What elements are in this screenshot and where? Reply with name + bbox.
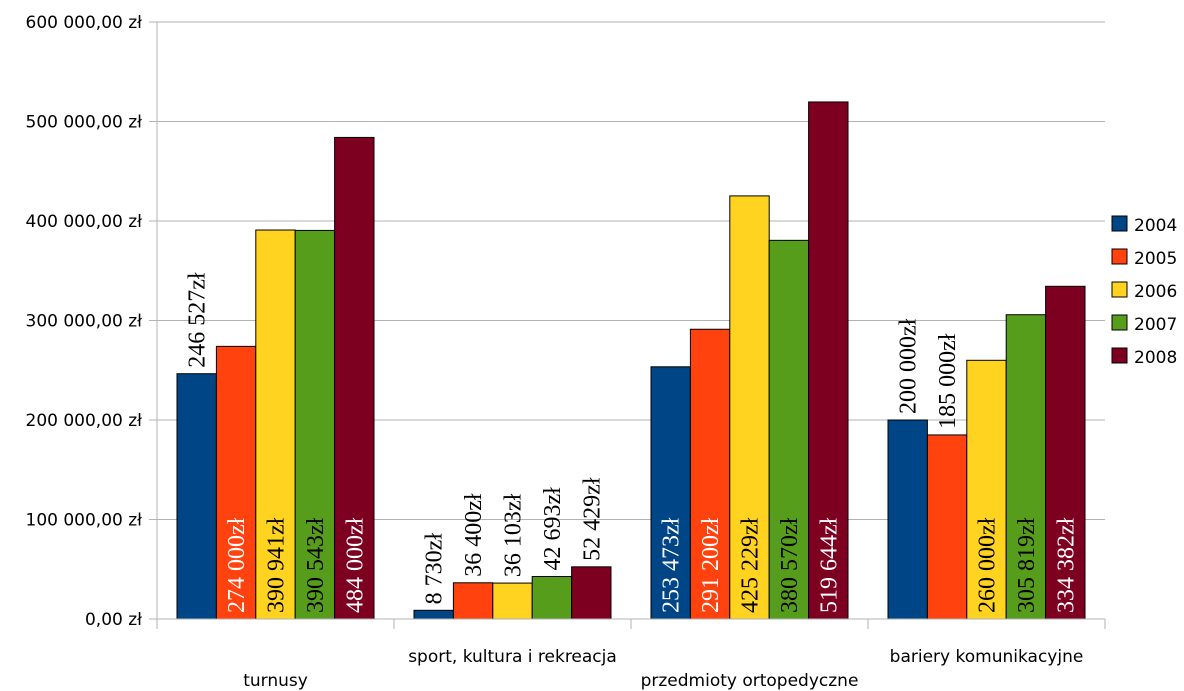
bar-2004 (176, 373, 217, 620)
legend: 2004 2005 2006 2007 2008 (1111, 215, 1177, 368)
y-tick-label: 400 000,00 zł (26, 212, 143, 232)
legend-swatch-2008 (1111, 347, 1128, 364)
y-tick-label: 100 000,00 zł (26, 511, 143, 531)
x-category-label: bariery komunikacyjne (890, 647, 1084, 667)
x-axis: turnusy sport, kultura i rekreacja przedmi… (156, 618, 1106, 691)
y-tick-label: 0,00 zł (85, 610, 142, 630)
legend-label: 2008 (1134, 348, 1177, 368)
y-tick-label: 300 000,00 zł (26, 312, 143, 332)
y-tick-label: 600 000,00 zł (26, 13, 143, 33)
bar-2006 (492, 582, 533, 620)
bar-2005 (452, 582, 494, 620)
bar-2004 (413, 609, 454, 620)
y-tick-label: 500 000,00 zł (26, 113, 143, 133)
legend-swatch-2004 (1111, 215, 1128, 232)
legend-swatch-2007 (1111, 314, 1128, 331)
data-label: 425 229zł (738, 517, 764, 613)
bar-2007 (294, 229, 336, 620)
bar-2007 (768, 239, 810, 620)
legend-swatch-2005 (1111, 248, 1128, 265)
legend-label: 2007 (1134, 315, 1177, 335)
bar-2006 (966, 359, 1007, 620)
data-labels: 246 527zł 274 000zł 390 941zł 390 543zł 484 … (185, 272, 1080, 613)
bar-2005 (926, 434, 968, 620)
data-label: 253 473zł (659, 517, 685, 613)
data-label: 36 400zł (461, 493, 487, 577)
data-label: 291 200zł (698, 517, 724, 613)
data-label: 42 693zł (540, 487, 566, 571)
bar-2008 (808, 101, 849, 620)
data-label: 519 644zł (816, 517, 842, 613)
y-tick-label: 200 000,00 zł (26, 411, 143, 431)
data-label: 185 000zł (935, 333, 961, 429)
bar-2004 (650, 366, 691, 620)
bar-2008 (1045, 285, 1086, 620)
legend-label: 2006 (1134, 282, 1177, 302)
data-label: 52 429zł (579, 477, 605, 561)
bar-2008 (571, 566, 612, 620)
data-label: 36 103zł (501, 493, 527, 577)
data-label: 390 543zł (303, 517, 329, 613)
data-label: 8 730zł (422, 533, 448, 605)
x-category-label: przedmioty ortopedyczne (641, 671, 859, 691)
x-category-label: turnusy (243, 671, 308, 691)
data-label: 260 000zł (975, 517, 1001, 613)
data-label: 484 000zł (342, 517, 368, 613)
x-category-label: sport, kultura i rekreacja (408, 647, 617, 667)
bar-2006 (729, 195, 770, 620)
data-label: 200 000zł (896, 318, 922, 414)
legend-label: 2004 (1134, 216, 1177, 236)
y-axis: 0,00 zł 100 000,00 zł 200 000,00 zł 300 000… (26, 13, 158, 630)
data-label: 390 941zł (264, 517, 290, 613)
data-label: 246 527zł (185, 272, 211, 368)
bars (176, 101, 1086, 620)
data-label: 305 819zł (1014, 517, 1040, 613)
bar-2007 (1005, 314, 1047, 620)
bar-2006 (255, 229, 296, 620)
bar-2004 (887, 419, 928, 620)
data-label: 380 570zł (777, 517, 803, 613)
data-label: 274 000zł (224, 517, 250, 613)
legend-label: 2005 (1134, 249, 1177, 269)
legend-swatch-2006 (1111, 281, 1128, 298)
data-label: 334 382zł (1053, 517, 1079, 613)
bar-2007 (531, 576, 573, 620)
